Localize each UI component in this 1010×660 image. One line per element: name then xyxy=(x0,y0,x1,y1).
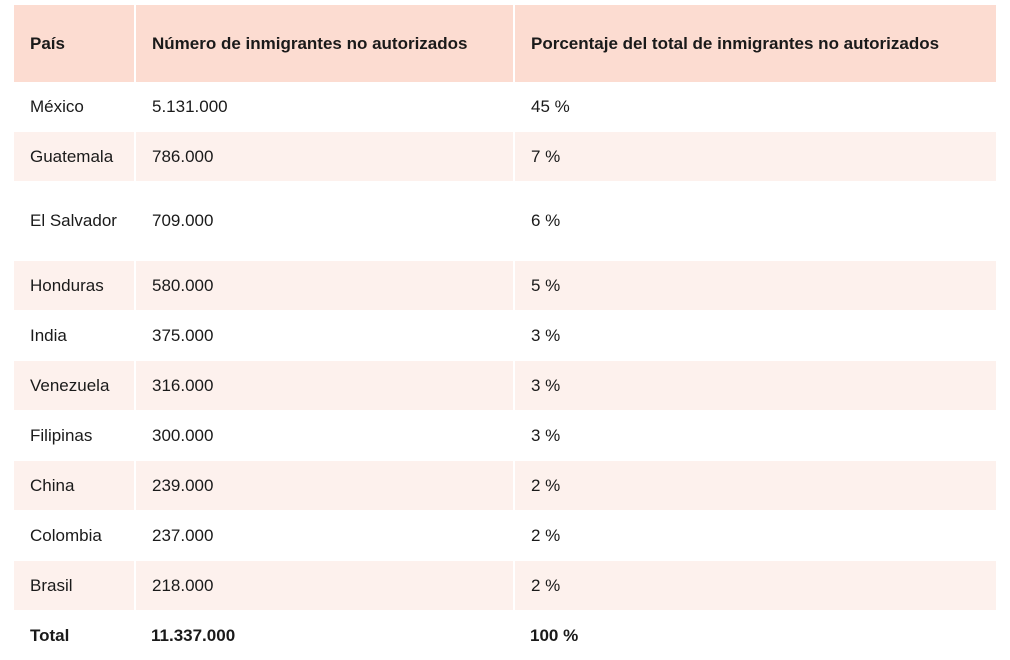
header-country: País xyxy=(14,5,135,82)
header-percent: Porcentaje del total de inmigrantes no a… xyxy=(514,5,996,82)
cell-count: 239.000 xyxy=(135,461,514,511)
cell-country: India xyxy=(14,311,135,361)
table-row: India 375.000 3 % xyxy=(14,311,996,361)
table-row: China 239.000 2 % xyxy=(14,461,996,511)
cell-percent: 6 % xyxy=(514,182,996,261)
total-label: Total xyxy=(14,611,135,660)
cell-percent: 3 % xyxy=(514,411,996,461)
cell-country: Guatemala xyxy=(14,132,135,182)
cell-percent: 2 % xyxy=(514,561,996,611)
cell-count: 300.000 xyxy=(135,411,514,461)
cell-percent: 45 % xyxy=(514,82,996,132)
cell-country: Honduras xyxy=(14,261,135,311)
table-row: Filipinas 300.000 3 % xyxy=(14,411,996,461)
cell-count: 375.000 xyxy=(135,311,514,361)
total-count: 11.337.000 xyxy=(135,611,514,660)
cell-count: 316.000 xyxy=(135,361,514,411)
table-row: El Salvador 709.000 6 % xyxy=(14,182,996,261)
cell-percent: 3 % xyxy=(514,361,996,411)
cell-percent: 3 % xyxy=(514,311,996,361)
cell-country: Brasil xyxy=(14,561,135,611)
cell-count: 709.000 xyxy=(135,182,514,261)
cell-country: Colombia xyxy=(14,511,135,561)
table-row: Venezuela 316.000 3 % xyxy=(14,361,996,411)
cell-country: El Salvador xyxy=(14,182,135,261)
cell-count: 218.000 xyxy=(135,561,514,611)
table-total-row: Total 11.337.000 100 % xyxy=(14,611,996,660)
immigrants-table: País Número de inmigrantes no autorizado… xyxy=(14,5,996,660)
cell-count: 786.000 xyxy=(135,132,514,182)
cell-country: Filipinas xyxy=(14,411,135,461)
table-header-row: País Número de inmigrantes no autorizado… xyxy=(14,5,996,82)
cell-count: 5.131.000 xyxy=(135,82,514,132)
cell-percent: 5 % xyxy=(514,261,996,311)
cell-count: 580.000 xyxy=(135,261,514,311)
cell-percent: 7 % xyxy=(514,132,996,182)
cell-count: 237.000 xyxy=(135,511,514,561)
table-row: Guatemala 786.000 7 % xyxy=(14,132,996,182)
table-row: Brasil 218.000 2 % xyxy=(14,561,996,611)
table-row: Honduras 580.000 5 % xyxy=(14,261,996,311)
cell-country: México xyxy=(14,82,135,132)
header-count: Número de inmigrantes no autorizados xyxy=(135,5,514,82)
table-row: México 5.131.000 45 % xyxy=(14,82,996,132)
table-row: Colombia 237.000 2 % xyxy=(14,511,996,561)
data-table-container: País Número de inmigrantes no autorizado… xyxy=(14,5,996,660)
total-percent: 100 % xyxy=(514,611,996,660)
cell-percent: 2 % xyxy=(514,511,996,561)
cell-country: Venezuela xyxy=(14,361,135,411)
cell-country: China xyxy=(14,461,135,511)
cell-percent: 2 % xyxy=(514,461,996,511)
